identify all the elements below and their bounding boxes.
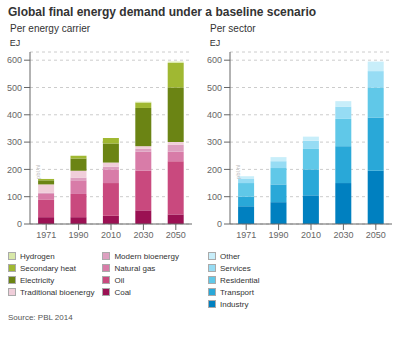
svg-text:2030: 2030 xyxy=(133,230,153,240)
svg-text:300: 300 xyxy=(8,137,22,147)
svg-text:500: 500 xyxy=(207,83,222,93)
svg-text:0: 0 xyxy=(217,219,222,229)
svg-text:0: 0 xyxy=(17,219,22,229)
svg-text:2050: 2050 xyxy=(366,230,386,240)
svg-text:400: 400 xyxy=(8,110,22,120)
svg-text:2010: 2010 xyxy=(101,230,121,240)
svg-text:100: 100 xyxy=(207,192,222,202)
svg-text:2050: 2050 xyxy=(166,230,186,240)
svg-text:500: 500 xyxy=(8,83,22,93)
html-text:Electricity: Electricity xyxy=(20,275,55,285)
svg-text:1990: 1990 xyxy=(269,230,289,240)
html-text:Traditional bioenergy: Traditional bioenergy xyxy=(20,287,95,297)
html-text:Natural gas: Natural gas xyxy=(114,263,156,273)
html-text:Industry: Industry xyxy=(220,299,249,309)
html-text:Hydrogen: Hydrogen xyxy=(20,251,55,261)
svg-text:EJ: EJ xyxy=(210,38,221,48)
html-text:Per energy carrier: Per energy carrier xyxy=(10,23,90,34)
svg-text:1990: 1990 xyxy=(69,230,89,240)
svg-text:600: 600 xyxy=(8,55,22,65)
html-text:pbl.nl: pbl.nl xyxy=(235,165,242,180)
svg-text:400: 400 xyxy=(207,110,222,120)
svg-text:1971: 1971 xyxy=(236,230,256,240)
html-text:Residential: Residential xyxy=(220,275,260,285)
html-text:pbl.nl: pbl.nl xyxy=(35,165,42,180)
html-text:Oil: Oil xyxy=(114,275,125,285)
svg-text:2010: 2010 xyxy=(301,230,321,240)
svg-text:100: 100 xyxy=(8,192,22,202)
html-text:Source: PBL 2014: Source: PBL 2014 xyxy=(8,313,73,322)
html-text:Per sector: Per sector xyxy=(210,23,256,34)
html-text:Services: Services xyxy=(220,263,251,273)
svg-text:300: 300 xyxy=(207,137,222,147)
html-text:Other: Other xyxy=(220,251,240,261)
html-text:Global final energy demand und: Global final energy demand under a basel… xyxy=(8,5,317,19)
html-text:Coal: Coal xyxy=(114,287,131,297)
html-text:Modern bioenergy: Modern bioenergy xyxy=(114,251,179,261)
svg-text:200: 200 xyxy=(8,165,22,175)
html-text:Secondary heat: Secondary heat xyxy=(20,263,76,273)
svg-text:600: 600 xyxy=(207,55,222,65)
svg-text:EJ: EJ xyxy=(10,38,21,48)
svg-text:2030: 2030 xyxy=(333,230,353,240)
html-text:Transport: Transport xyxy=(220,287,254,297)
svg-text:1971: 1971 xyxy=(36,230,56,240)
svg-text:200: 200 xyxy=(207,165,222,175)
